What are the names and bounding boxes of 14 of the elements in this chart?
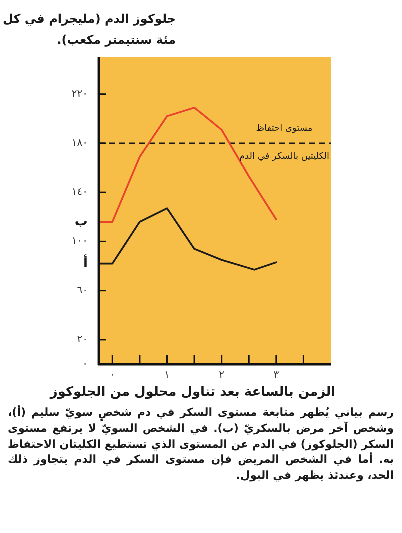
y-tick-label: ١٠٠: [72, 236, 88, 248]
y-tick-label: ١٨٠: [72, 138, 88, 149]
y-tick-label: ٢٠: [77, 334, 88, 346]
x-tick-label: ٢: [219, 370, 225, 381]
xlabel: الزمن بالساعة بعد تناول محلول من الجلوكوز: [48, 384, 337, 402]
annotation: رسم بياني يُظهر متابعة مستوى السكر في دم شخصٍ سويّ سليم (أ)، وشخص آخر مرض بالسكريّ (ب). في الشخص السويّ لا يرتفع مستوى السكر (الجلوكوز) في الدم عن المستوى الذي تستطيع الكليتان الاحتفاظ به. أما في الشخص المريض فإن مستوى السكر في الدم يتجاوز ذلك الحد، وعندئذ يظهر في البول.: [8, 405, 394, 484]
x-tick-label: ٠: [110, 370, 116, 381]
ylabel: جلوكوز الدم (مليجرام في كل مئة سنتيمتر مكعب).: [2, 11, 176, 49]
y-tick-label: ٠: [82, 359, 88, 370]
y-tick-label: ١٤٠: [72, 187, 88, 198]
y-tick-label: ٦٠: [77, 285, 88, 296]
y-tick-label: ٢٢٠: [72, 88, 88, 100]
x-tick-label: ١: [164, 370, 170, 381]
x-tick-label: ٣: [274, 370, 280, 381]
